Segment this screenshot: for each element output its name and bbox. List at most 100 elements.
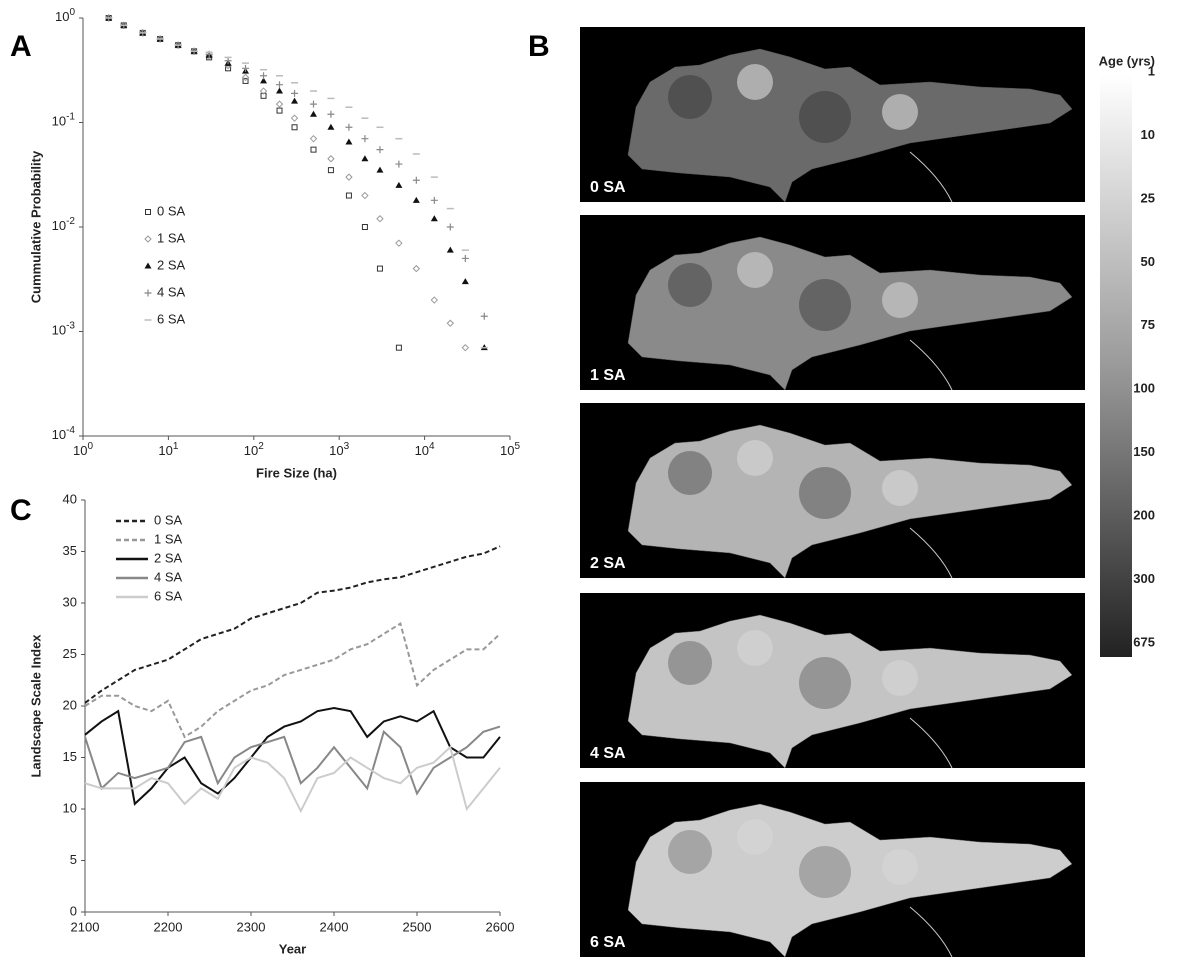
series-line	[84, 707, 501, 806]
point	[309, 110, 317, 117]
colorbar	[1100, 75, 1132, 657]
map-panel: 1 SA	[580, 215, 1085, 391]
tick-base: 10	[52, 114, 66, 129]
map-patch	[668, 263, 712, 307]
map-patch	[882, 660, 918, 696]
tick-exponent: -4	[66, 425, 75, 436]
point	[395, 239, 403, 247]
point	[480, 312, 488, 320]
x-axis-title: Fire Size (ha)	[256, 465, 337, 480]
panel-label: A	[10, 30, 32, 63]
map-patch	[737, 440, 773, 476]
point	[376, 265, 383, 272]
point	[224, 57, 232, 65]
point	[412, 176, 420, 184]
tick-base: 10	[500, 443, 514, 458]
colorbar-label: 25	[1141, 190, 1155, 205]
point	[376, 166, 384, 173]
point	[446, 246, 454, 253]
map-panel: 2 SA	[580, 403, 1085, 579]
tick-label: 100	[73, 441, 93, 459]
point	[412, 196, 420, 203]
point	[327, 155, 335, 163]
tick-label: 10-3	[52, 320, 76, 338]
colorbar-label: 50	[1141, 254, 1155, 269]
tick-label: 2400	[320, 919, 349, 934]
map-patch	[737, 819, 773, 855]
tick-label: 104	[415, 441, 435, 459]
tick-base: 10	[52, 218, 66, 233]
map-landscape	[627, 803, 1073, 958]
y-axis-title: Landscape Scale Index	[28, 634, 43, 778]
point	[242, 64, 250, 72]
map-patch	[882, 470, 918, 506]
colorbar-label: 100	[1133, 381, 1155, 396]
legend-label: 1 SA	[157, 230, 186, 245]
point	[144, 262, 152, 269]
map-landscape	[627, 424, 1073, 579]
tick-label: 2300	[237, 919, 266, 934]
point	[327, 110, 335, 118]
point	[361, 191, 369, 200]
tick-exponent: 4	[429, 441, 435, 452]
map-patch	[737, 252, 773, 288]
point	[242, 77, 249, 84]
colorbar-label: 1	[1148, 63, 1155, 78]
point	[291, 97, 299, 104]
tick-label: 2200	[154, 919, 183, 934]
tick-base: 10	[52, 427, 66, 442]
map-patch	[799, 91, 851, 143]
point	[290, 114, 299, 122]
point	[446, 223, 454, 231]
point	[145, 209, 151, 215]
map-panel: 6 SA	[580, 782, 1085, 958]
series-line	[84, 545, 501, 704]
map-coastline	[909, 527, 953, 579]
point	[395, 344, 402, 351]
tick-label: 102	[244, 441, 264, 459]
colorbar-label: 75	[1141, 317, 1155, 332]
tick-label: 2600	[486, 919, 515, 934]
tick-base: 10	[329, 443, 343, 458]
tick-exponent: 2	[258, 441, 264, 452]
tick-exponent: 0	[69, 7, 75, 18]
colorbar-label: 300	[1133, 571, 1155, 586]
point	[144, 289, 152, 297]
tick-label: 2500	[403, 919, 432, 934]
map-patch	[737, 64, 773, 100]
point	[461, 343, 470, 352]
map-patch	[737, 630, 773, 666]
point	[276, 81, 284, 89]
map-coastline	[909, 717, 953, 769]
point	[327, 123, 335, 130]
map-patch	[799, 467, 851, 519]
legend-label: 0 SA	[154, 512, 183, 527]
point	[345, 173, 353, 181]
legend-label: 1 SA	[154, 531, 183, 546]
point	[276, 107, 283, 114]
colorbar-title: Age (yrs)	[1099, 53, 1155, 68]
map-patch	[799, 846, 851, 898]
point	[430, 215, 438, 222]
tick-label: 40	[63, 491, 77, 506]
map-coastline	[909, 339, 953, 391]
point	[395, 181, 403, 188]
colorbar-label: 200	[1133, 508, 1155, 523]
panel-label: C	[10, 494, 32, 527]
tick-label: 105	[500, 441, 520, 459]
tick-label: 10-1	[52, 111, 76, 129]
point	[345, 192, 352, 199]
legend-label: 4 SA	[157, 284, 186, 299]
point	[361, 224, 368, 230]
point	[327, 167, 334, 174]
legend-label: 2 SA	[157, 257, 186, 272]
map-label: 4 SA	[590, 745, 626, 762]
point	[461, 278, 469, 285]
point	[260, 72, 268, 80]
tick-label: 10	[63, 800, 77, 815]
map-patch	[668, 75, 712, 119]
point	[361, 135, 369, 143]
tick-base: 10	[158, 443, 172, 458]
point	[461, 254, 469, 262]
